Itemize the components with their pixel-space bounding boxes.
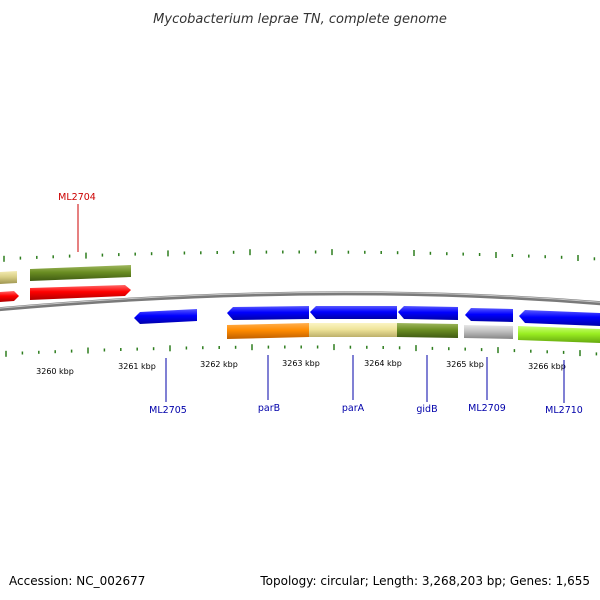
gene-ml2704-red[interactable]	[30, 285, 131, 300]
gene-label-gidB[interactable]: gidB	[416, 404, 437, 415]
gene-label-parB[interactable]: parB	[258, 403, 280, 414]
kbp-label-3262: 3262 kbp	[200, 360, 238, 369]
kbp-label-3265: 3265 kbp	[446, 360, 484, 369]
map-title: Mycobacterium leprae TN, complete genome	[153, 12, 447, 27]
accession-text: Accession: NC_002677	[9, 574, 146, 588]
gene-ml2703-khaki[interactable]	[0, 271, 17, 284]
gene-ml2709-cog[interactable]	[464, 325, 513, 339]
gene-ml2705-arrow[interactable]	[134, 309, 197, 324]
gene-ml2703b-olive[interactable]	[30, 265, 131, 281]
gene-parA-arrow[interactable]	[310, 306, 397, 319]
gene-label-ml2705[interactable]: ML2705	[149, 405, 187, 416]
gene-ml2710-arrow[interactable]	[519, 310, 600, 326]
gene-parB-cog[interactable]	[227, 323, 309, 339]
kbp-label-3264: 3264 kbp	[364, 359, 402, 368]
genome-backbone	[0, 291, 600, 312]
gene-ml2709-arrow[interactable]	[465, 308, 513, 322]
topology-summary: Topology: circular; Length: 3,268,203 bp…	[260, 574, 590, 588]
gene-label-parA[interactable]: parA	[342, 403, 365, 414]
kbp-label-3261: 3261 kbp	[118, 362, 156, 371]
inner-tick-marks	[5, 344, 598, 357]
kbp-label-3266: 3266 kbp	[528, 362, 566, 371]
gene-parA-cog[interactable]	[309, 323, 397, 337]
gene-label-ml2709[interactable]: ML2709	[468, 403, 506, 414]
outer-tick-marks	[3, 249, 596, 262]
gene-gidB-cog[interactable]	[397, 323, 458, 338]
gene-label-ml2704[interactable]: ML2704	[58, 192, 96, 203]
kbp-label-3263: 3263 kbp	[282, 359, 320, 368]
genome-backbone-highlight	[0, 291, 600, 309]
gene-ml2704-red-left[interactable]	[0, 291, 19, 302]
gene-gidB-arrow[interactable]	[398, 306, 458, 320]
gene-label-ml2710[interactable]: ML2710	[545, 405, 583, 416]
gene-parB-arrow[interactable]	[227, 306, 309, 320]
kbp-label-3260: 3260 kbp	[36, 367, 74, 376]
gene-ml2710-cog[interactable]	[518, 326, 600, 343]
